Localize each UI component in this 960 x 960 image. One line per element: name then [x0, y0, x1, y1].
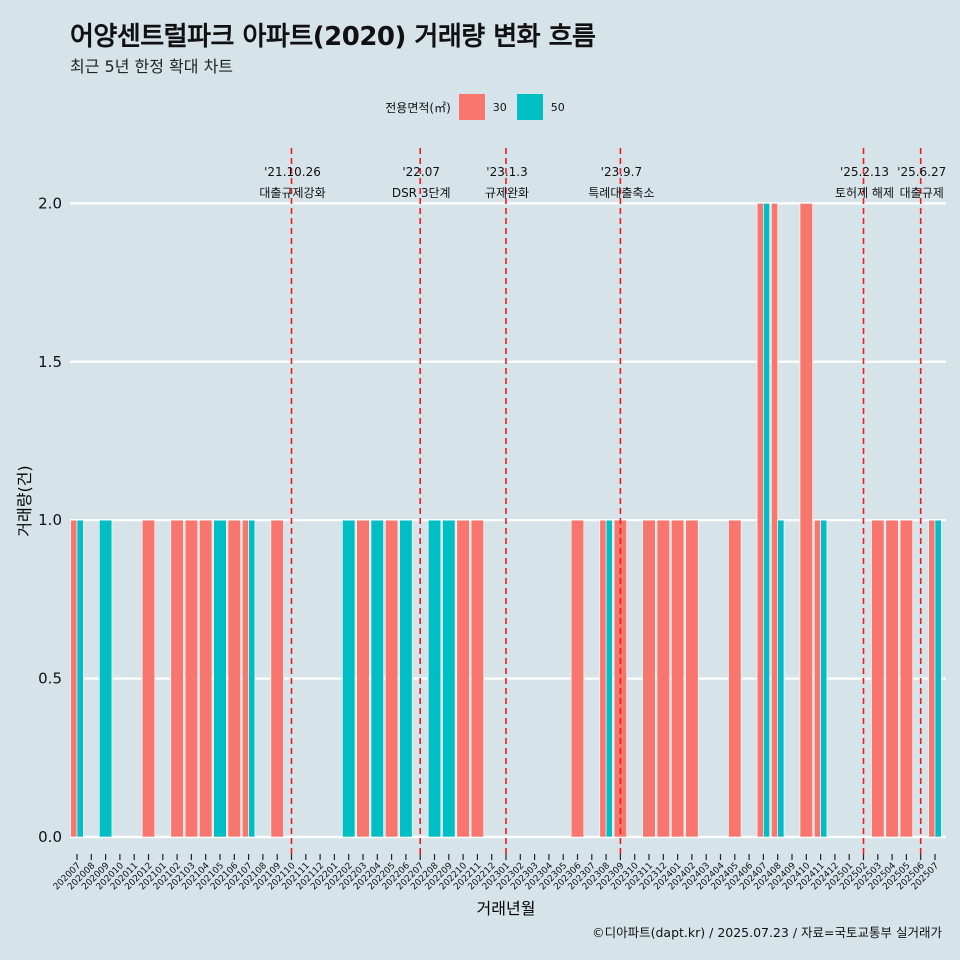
event-date-label: '25.2.13: [840, 165, 889, 179]
bar-50-202105: [213, 519, 227, 838]
legend-item-50: 50: [516, 94, 565, 120]
bar-30-202012: [141, 519, 156, 838]
event-date-label: '23.1.3: [486, 165, 527, 179]
legend: 전용면적(㎡) 30 50: [0, 93, 960, 121]
event-text-label: 특례대출축소: [588, 186, 654, 200]
event-text-label: 토허제 해제: [835, 186, 894, 200]
bar-30-202312: [656, 519, 670, 838]
y-tick-label: 0.0: [38, 828, 62, 846]
bar-30-202104: [199, 519, 213, 838]
event-date-label: '25.6.27: [897, 165, 946, 179]
bar-50-202208: [427, 519, 442, 838]
bars: [70, 203, 942, 838]
bar-30-202507: [928, 519, 936, 838]
bar-30-202210: [456, 519, 470, 838]
bar-50-202408: [777, 519, 785, 838]
bar-30-202405: [728, 519, 742, 838]
bar-30-202107: [242, 519, 249, 838]
event-date-label: '21.10.26: [264, 165, 321, 179]
legend-title: 전용면적(㎡): [385, 100, 451, 115]
legend-label-50: 50: [550, 100, 565, 114]
bar-50-202209: [442, 519, 456, 838]
bar-30-202007: [70, 519, 78, 838]
bar-30-202410: [799, 203, 813, 838]
legend-swatch-30: [458, 94, 485, 120]
chart-title: 어양센트럴파크 아파트(2020) 거래량 변화 흐름: [70, 22, 596, 52]
y-axis-label: 거래량(건): [15, 465, 34, 536]
bar-30-202311: [642, 519, 656, 838]
event-date-label: '23.9.7: [601, 165, 642, 179]
bar-30-202205: [384, 519, 399, 838]
bar-30-202106: [227, 519, 241, 838]
bar-50-202007: [76, 519, 84, 838]
bar-50-202206: [399, 519, 413, 838]
bar-50-202308: [605, 519, 613, 838]
bar-30-202211: [470, 519, 485, 838]
bar-30-202401: [670, 519, 685, 838]
event-text-label: DSR 3단계: [392, 186, 451, 200]
bar-30-202505: [899, 519, 913, 838]
x-axis-label: 거래년월: [477, 899, 536, 918]
y-tick-label: 0.5: [38, 670, 62, 688]
bar-50-202009: [99, 519, 113, 838]
bar-50-202407: [763, 203, 771, 838]
x-axis: 2020072020082020092020102020112020122021…: [52, 854, 941, 892]
caption: ©디아파트(dapt.kr) / 2025.07.23 / 자료=국토교통부 실…: [592, 925, 942, 940]
y-tick-label: 1.0: [38, 511, 62, 529]
event-text-label: 대출규제강화: [259, 186, 325, 200]
chart-subtitle: 최근 5년 한정 확대 차트: [70, 57, 234, 76]
bar-30-202408: [771, 203, 779, 838]
bar-30-202102: [170, 519, 184, 838]
legend-label-30: 30: [492, 100, 507, 114]
bar-30-202103: [184, 519, 199, 838]
bar-50-202204: [370, 519, 384, 838]
bar-30-202503: [871, 519, 885, 838]
bar-50-202107: [248, 519, 256, 838]
legend-swatch-50: [516, 94, 543, 120]
bar-30-202504: [885, 519, 899, 838]
bar-30-202411: [813, 519, 821, 838]
event-text-label: 규제완화: [485, 186, 529, 200]
event-text-label: 대출규제: [900, 186, 944, 200]
bar-50-202411: [820, 519, 828, 838]
bar-30-202203: [356, 519, 370, 838]
bar-50-202507: [934, 519, 942, 838]
y-axis: 0.0 0.5 1.0 1.5 2.0: [38, 194, 62, 846]
bar-30-202402: [685, 519, 699, 838]
bar-30-202306: [570, 519, 585, 838]
event-date-label: '22.07: [402, 165, 440, 179]
bar-30-202109: [270, 519, 284, 838]
bar-30-202407: [756, 203, 764, 838]
y-tick-label: 1.5: [38, 353, 62, 371]
y-tick-label: 2.0: [38, 194, 62, 212]
event-lines: '21.10.26 대출규제강화 '22.07 DSR 3단계 '23.1.3 규제완화 '…: [259, 148, 946, 856]
bar-30-202308: [599, 519, 607, 838]
legend-item-30: 30: [458, 94, 507, 120]
bar-50-202202: [342, 519, 356, 838]
